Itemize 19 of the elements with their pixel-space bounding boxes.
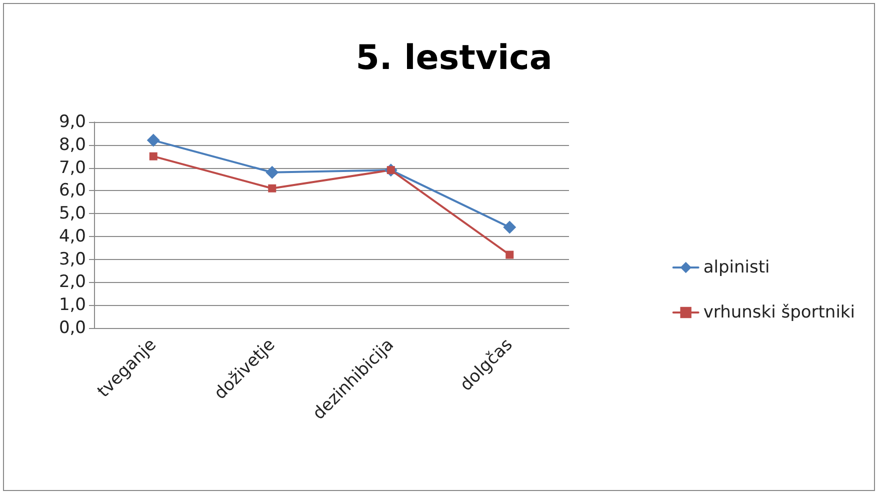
y-tick-label: 3,0: [58, 249, 86, 270]
y-tick-label: 4,0: [58, 226, 86, 246]
y-tick-label: 7,0: [58, 158, 86, 178]
point: [149, 152, 158, 160]
y-tick-label: 8,0: [58, 134, 86, 155]
y-tick-label: 0,0: [58, 318, 86, 338]
chart-title: 5. lestvica: [356, 38, 552, 78]
point: [146, 134, 160, 147]
y-tick-label: 6,0: [58, 180, 86, 201]
point: [268, 184, 276, 192]
point: [503, 220, 516, 234]
legend-label: vrhunski športniki: [703, 302, 855, 322]
y-tick-label: 5,0: [58, 204, 86, 224]
y-tick-label: 2,0: [58, 272, 86, 292]
point: [506, 250, 514, 259]
y-tick-label: 1,0: [58, 295, 86, 316]
point: [266, 166, 279, 179]
legend-label: alpinisti: [703, 258, 770, 278]
y-tick-label: 9,0: [58, 112, 86, 132]
